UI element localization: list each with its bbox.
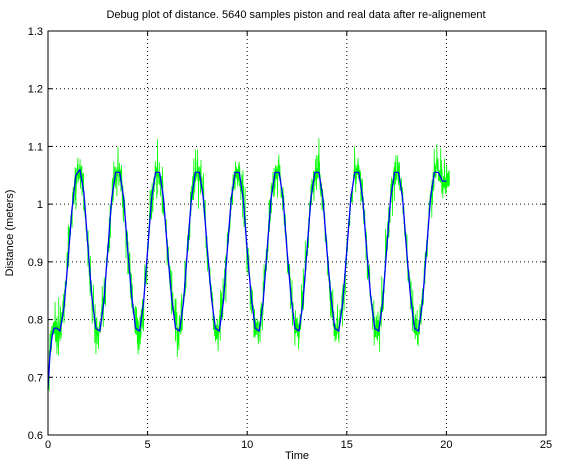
chart-title: Debug plot of distance. 5640 samples pis…	[106, 9, 485, 21]
y-axis-label: Distance (meters)	[4, 190, 16, 277]
x-tick-label: 0	[45, 439, 51, 451]
x-tick-label: 20	[440, 439, 452, 451]
plot-frame	[47, 30, 547, 436]
x-tick-label: 15	[341, 439, 353, 451]
x-axis-label: Time	[285, 450, 309, 462]
plot-area	[47, 138, 450, 392]
x-tick-label: 10	[241, 439, 253, 451]
x-tick-label: 25	[540, 439, 552, 451]
y-tick-label: 0.8	[28, 315, 43, 327]
axis-ticks: 0 5 10 15 20 25 0.6 0.7 0.8 0.9 1 1.1 1.2 1.3	[28, 26, 552, 451]
x-tick-label: 5	[145, 439, 151, 451]
y-tick-label: 1.2	[28, 84, 43, 96]
series-line-smooth	[47, 168, 447, 389]
y-tick-label: 0.7	[28, 372, 43, 384]
y-tick-label: 1.3	[28, 26, 43, 38]
y-tick-label: 0.6	[28, 430, 43, 442]
y-tick-label: 1	[37, 199, 43, 211]
y-tick-label: 1.1	[28, 141, 43, 153]
y-tick-label: 0.9	[28, 257, 43, 269]
